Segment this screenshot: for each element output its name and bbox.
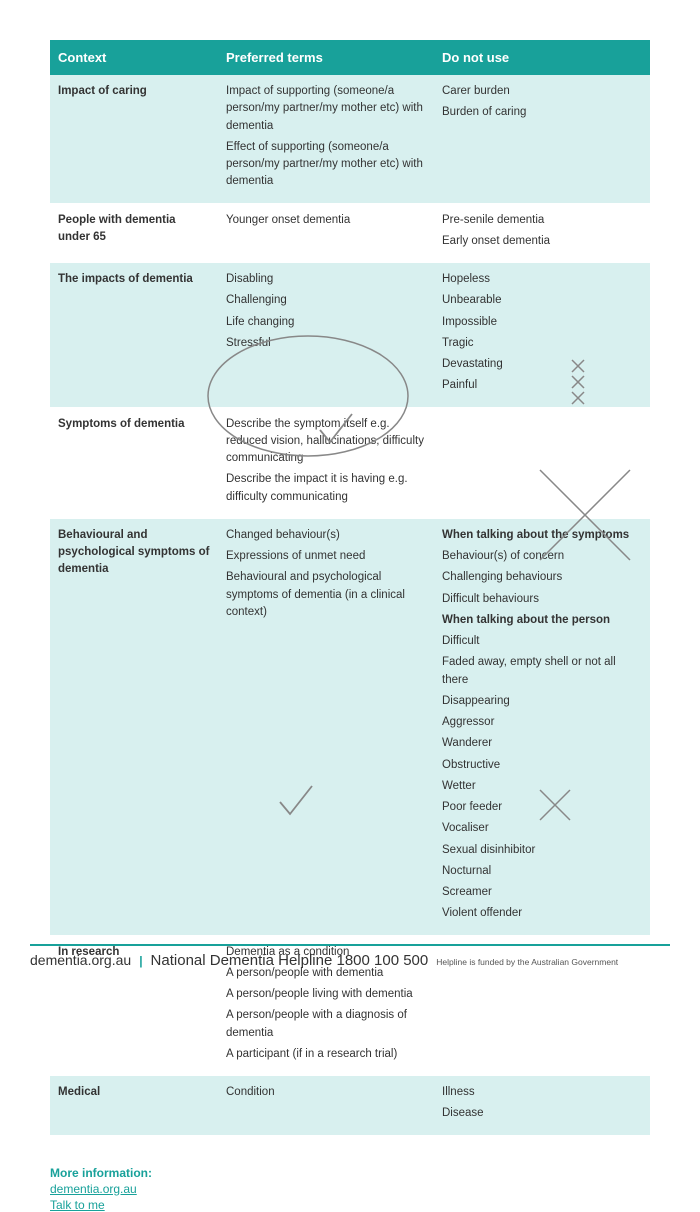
preferred-term: Impact of supporting (someone/a person/m…	[226, 83, 426, 135]
header-donot: Do not use	[434, 40, 650, 75]
table-row: Symptoms of dementiaDescribe the symptom…	[50, 407, 650, 518]
table-header-row: Context Preferred terms Do not use	[50, 40, 650, 75]
preferred-term: Condition	[226, 1084, 426, 1101]
cell-donot: Illness Disease	[434, 1076, 650, 1136]
donot-term: Screamer	[442, 884, 642, 901]
donot-term: Aggressor	[442, 714, 642, 731]
terminology-table: Context Preferred terms Do not use Impac…	[50, 40, 650, 1136]
footer-helpline: National Dementia Helpline 1800 100 500	[151, 952, 429, 969]
cell-preferred: Impact of supporting (someone/a person/m…	[218, 75, 434, 203]
donot-term: Devastating	[442, 356, 642, 373]
donot-term: Poor feeder	[442, 799, 642, 816]
donot-term: Difficult behaviours	[442, 591, 642, 608]
preferred-term: Effect of supporting (someone/a person/m…	[226, 139, 426, 191]
donot-term: Sexual disinhibitor	[442, 842, 642, 859]
donot-term: Unbearable	[442, 292, 642, 309]
preferred-term: Challenging	[226, 292, 426, 309]
cell-context: Impact of caring	[50, 75, 218, 203]
preferred-term: Stressful	[226, 335, 426, 352]
preferred-term: Changed behaviour(s)	[226, 527, 426, 544]
preferred-term: Younger onset dementia	[226, 212, 426, 229]
cell-donot	[434, 407, 650, 518]
donot-term: Violent offender	[442, 905, 642, 922]
footer-separator: |	[139, 954, 142, 968]
cell-context: People with dementia under 65	[50, 203, 218, 263]
table-row: People with dementia under 65 Younger ons…	[50, 203, 650, 263]
cell-context: Medical	[50, 1076, 218, 1136]
donot-term: Challenging behaviours	[442, 569, 642, 586]
donot-term: Wanderer	[442, 735, 642, 752]
donot-term: Painful	[442, 377, 642, 394]
donot-term: Hopeless	[442, 271, 642, 288]
cell-donot: Carer burden Burden of caring	[434, 75, 650, 203]
donot-term: Pre-senile dementia	[442, 212, 642, 229]
donot-term: Burden of caring	[442, 104, 642, 121]
cell-preferred: Condition	[218, 1076, 434, 1136]
donot-term: Nocturnal	[442, 863, 642, 880]
donot-term: Difficult	[442, 633, 642, 650]
cell-context: The impacts of dementia	[50, 263, 218, 408]
preferred-term: Expressions of unmet need	[226, 548, 426, 565]
table-row: Medical Condition Illness Disease	[50, 1076, 650, 1136]
footer-site: dementia.org.au	[30, 952, 131, 968]
donot-term: Carer burden	[442, 83, 642, 100]
more-info-title: More information:	[50, 1166, 650, 1180]
donot-term: Disappearing	[442, 693, 642, 710]
donot-term: Illness	[442, 1084, 642, 1101]
cell-preferred: Changed behaviour(s) Expressions of unmet…	[218, 518, 434, 935]
header-context: Context	[50, 40, 218, 75]
cell-context: Behavioural and psychological symptoms o…	[50, 518, 218, 935]
preferred-term: A participant (if in a research trial)	[226, 1046, 426, 1063]
donot-subheading: When talking about the symptoms	[442, 527, 642, 544]
table-body: Impact of caringImpact of supporting (so…	[50, 75, 650, 1135]
donot-term: Obstructive	[442, 757, 642, 774]
header-preferred: Preferred terms	[218, 40, 434, 75]
cell-preferred: Younger onset dementia	[218, 203, 434, 263]
cell-donot: Pre-senile dementia Early onset dementia	[434, 203, 650, 263]
donot-term: Tragic	[442, 335, 642, 352]
table-row: The impacts of dementia Disabling Challeng…	[50, 263, 650, 408]
cell-donot: When talking about the symptoms Behaviour…	[434, 518, 650, 935]
cell-context: Symptoms of dementia	[50, 407, 218, 518]
preferred-term: Disabling	[226, 271, 426, 288]
preferred-term: A person/people with a diagnosis of deme…	[226, 1007, 426, 1042]
preferred-term: Describe the symptom itself e.g. reduced…	[226, 416, 426, 468]
more-info-link[interactable]: dementia.org.au	[50, 1182, 650, 1196]
donot-term: Early onset dementia	[442, 233, 642, 250]
cell-donot: Hopeless Unbearable Impossible Tragic Devast…	[434, 263, 650, 408]
donot-term: Impossible	[442, 314, 642, 331]
more-info-link[interactable]: Talk to me	[50, 1198, 650, 1212]
cell-preferred: Disabling Challenging Life changing Stressf…	[218, 263, 434, 408]
cell-preferred: Describe the symptom itself e.g. reduced…	[218, 407, 434, 518]
preferred-term: Behavioural and psychological symptoms o…	[226, 569, 426, 621]
donot-term: Vocaliser	[442, 820, 642, 837]
page-footer: dementia.org.au | National Dementia Help…	[30, 944, 670, 969]
table-row: Impact of caringImpact of supporting (so…	[50, 75, 650, 203]
donot-subheading: When talking about the person	[442, 612, 642, 629]
footer-smallprint: Helpline is funded by the Australian Gov…	[436, 957, 618, 967]
preferred-term: Life changing	[226, 314, 426, 331]
table-row: Behavioural and psychological symptoms o…	[50, 518, 650, 935]
donot-term: Wetter	[442, 778, 642, 795]
more-information: More information: dementia.org.au Talk t…	[50, 1166, 650, 1212]
donot-term: Behaviour(s) of concern	[442, 548, 642, 565]
donot-term: Faded away, empty shell or not all there	[442, 654, 642, 689]
donot-term: Disease	[442, 1105, 642, 1122]
preferred-term: Describe the impact it is having e.g. di…	[226, 471, 426, 506]
